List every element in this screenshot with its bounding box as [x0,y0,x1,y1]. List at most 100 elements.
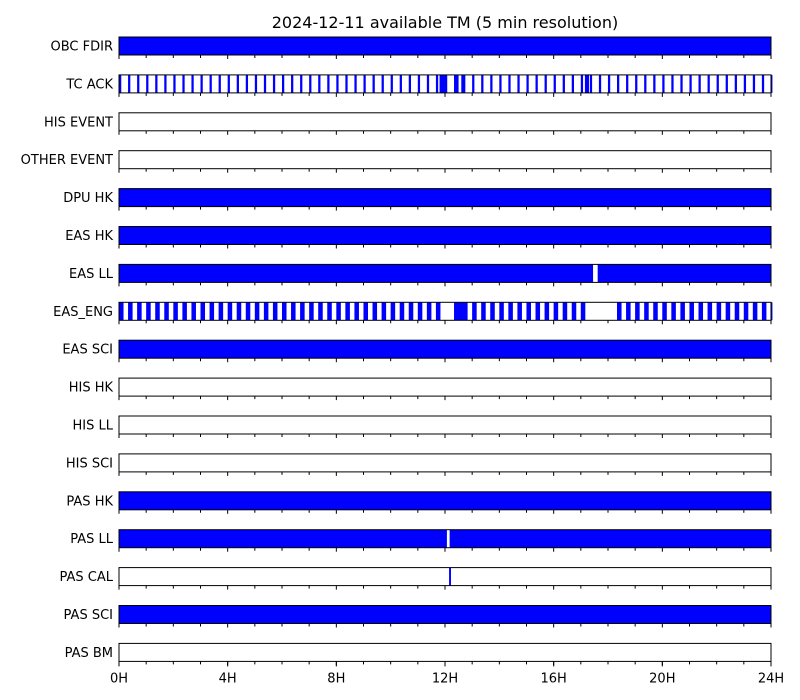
row-label: HIS SCI [66,456,113,471]
availability-segment [363,302,369,321]
availability-segment [607,74,611,93]
availability-segment [626,74,629,93]
availability-segment [761,74,765,93]
row-frame [118,567,772,587]
availability-segment [698,302,704,321]
availability-segment [743,302,749,321]
availability-segment [263,302,269,321]
availability-segment [689,302,694,321]
availability-segment [544,302,550,321]
availability-segment [499,302,504,321]
availability-segment [327,74,330,93]
availability-segment [716,302,722,321]
availability-segment [300,302,305,321]
availability-segment [481,74,484,93]
availability-segment [254,74,258,93]
availability-segment [449,567,451,586]
timeline-rows: OBC FDIR TC ACK HIS EVENT OTHER EVENT DPU HK… [21,36,773,666]
availability-segment [119,37,771,55]
availability-segment [137,302,142,321]
availability-segment [381,74,384,93]
availability-segment [336,74,339,93]
availability-segment [680,74,683,93]
availability-segment [435,302,441,321]
x-tick-label: 4H [219,671,237,686]
row-pas-ll: PAS LL [70,529,772,552]
row-frame [118,415,772,435]
availability-segment [119,340,771,359]
availability-segment [725,302,731,321]
availability-segment [182,74,185,93]
availability-segment [770,302,773,321]
availability-segment [164,74,167,93]
availability-segment [526,302,531,321]
availability-segment [336,302,341,321]
row-pas-cal: PAS CAL [60,567,772,590]
availability-segment [734,74,737,93]
availability-segment [508,74,511,93]
availability-segment [227,302,233,321]
availability-segment [354,74,357,93]
availability-segment [155,302,160,321]
availability-segment [472,74,475,93]
availability-segment [461,74,465,93]
x-axis: 0H 4H 8H 12H 16H 20H 24H [110,661,784,686]
availability-segment [164,302,169,321]
x-tick-label: 24H [758,671,784,686]
chart-title: 2024-12-11 available TM (5 min resolutio… [272,13,618,32]
availability-segment [571,74,574,93]
row-his-hk: HIS HK [69,377,772,401]
availability-segment [571,302,577,321]
availability-segment [580,302,586,321]
availability-segment [716,74,719,93]
availability-segment [327,302,332,321]
availability-segment [761,302,767,321]
availability-segment [119,226,771,245]
availability-segment [245,302,251,321]
availability-segment [345,302,350,321]
availability-segment [227,74,230,93]
availability-segment [209,302,215,321]
availability-segment [381,302,387,321]
availability-segment [291,74,294,93]
availability-segment [626,302,631,321]
row-label: HIS HK [69,381,114,396]
availability-segment [562,302,568,321]
availability-segment [236,302,242,321]
availability-segment [119,74,122,93]
availability-segment [553,74,556,93]
row-label: PAS CAL [60,570,114,585]
row-frame [118,453,772,473]
availability-segment [644,302,649,321]
availability-segment [218,302,224,321]
availability-segment [354,302,359,321]
availability-segment [372,74,375,93]
availability-segment [173,302,178,321]
availability-segment [191,74,194,93]
availability-segment [454,302,467,321]
availability-segment [281,302,287,321]
availability-segment [200,74,203,93]
availability-segment [472,302,477,321]
availability-segment [589,74,593,93]
availability-segment [653,302,658,321]
availability-segment [281,74,285,93]
availability-segment [272,302,278,321]
row-label: TC ACK [65,77,113,92]
availability-segment [463,74,466,93]
availability-segment [417,74,421,93]
availability-segment [584,74,589,93]
availability-segment [517,74,520,93]
row-label: EAS_ENG [53,305,113,320]
availability-segment [725,74,728,93]
availability-segment [309,302,314,321]
row-other-event: OTHER EVENT [21,150,772,173]
availability-segment [680,302,685,321]
row-eas-eng: EAS_ENG [53,301,773,325]
availability-segment [562,74,565,93]
availability-segment [662,74,665,93]
availability-segment [300,74,303,93]
availability-segment [426,302,432,321]
availability-segment [617,74,620,93]
availability-segment [399,74,402,93]
